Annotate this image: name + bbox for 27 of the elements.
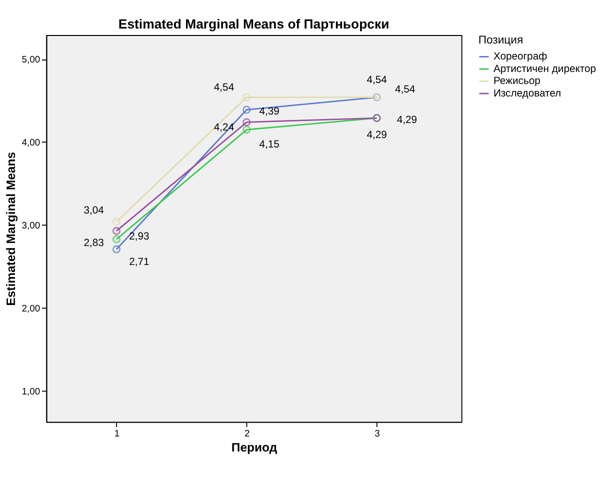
x-tick-label: 3 — [374, 427, 380, 438]
x-axis-title: Период — [231, 440, 278, 455]
data-label: 4,54 — [214, 82, 234, 94]
y-tick-label: 3,00 — [22, 219, 40, 230]
y-axis-title: Estimated Marginal Means — [4, 152, 18, 306]
data-label: 4,54 — [394, 84, 416, 96]
data-label: 2,93 — [129, 231, 150, 242]
data-label: 2,71 — [129, 257, 150, 268]
legend-label: Режисьор — [493, 76, 541, 88]
chart-title: Estimated Marginal Means of Партньорски — [118, 16, 390, 32]
data-label: 4,29 — [396, 114, 418, 126]
data-label: 4,29 — [366, 130, 388, 141]
legend-title: Позиция — [478, 34, 524, 47]
y-tick-label: 2,00 — [22, 302, 40, 314]
y-tick-label: 1,00 — [22, 385, 40, 396]
data-label: 4,39 — [259, 106, 280, 118]
y-tick-label: 4,00 — [22, 136, 40, 148]
data-label: 2,83 — [84, 238, 104, 249]
y-tick-label: 5,00 — [22, 53, 40, 64]
x-tick-label: 1 — [114, 427, 120, 438]
legend-label: Артистичен директор — [493, 64, 596, 75]
data-label: 3,04 — [84, 205, 104, 216]
data-label: 4,15 — [259, 140, 280, 151]
data-label: 4,54 — [366, 75, 388, 86]
legend-label: Изследовател — [493, 88, 562, 100]
legend-label: Хореограф — [493, 52, 548, 63]
x-tick-label: 2 — [244, 427, 250, 438]
